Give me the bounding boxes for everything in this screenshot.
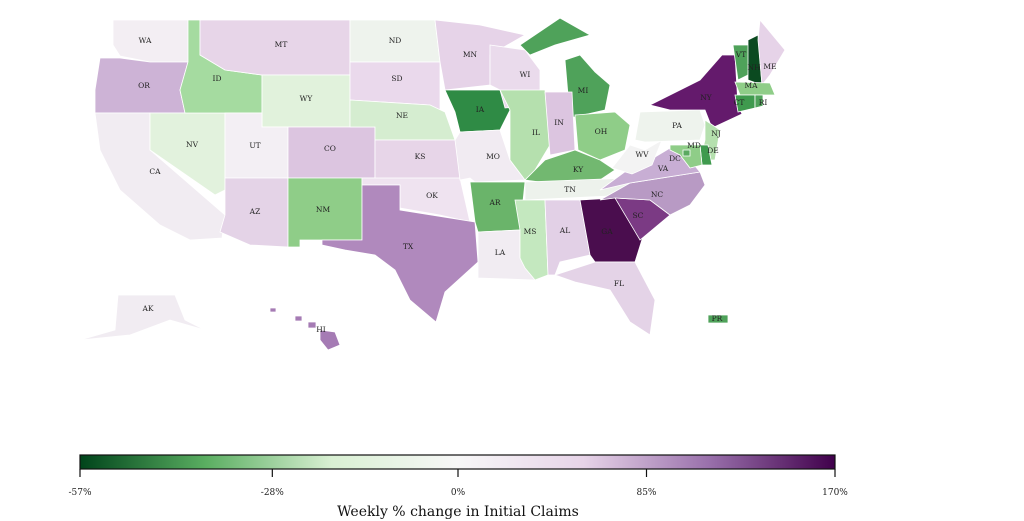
state-az[interactable]	[219, 177, 289, 248]
state-ri[interactable]	[754, 94, 764, 109]
state-shape[interactable]	[287, 177, 363, 248]
state-shape[interactable]	[553, 261, 656, 336]
state-shape[interactable]	[754, 94, 764, 109]
state-shape[interactable]	[261, 74, 351, 128]
state-shape[interactable]	[112, 19, 189, 63]
colorbar-tick-label: 85%	[636, 488, 656, 498]
state-ia[interactable]	[444, 89, 511, 133]
legend-title: Weekly % change in Initial Claims	[337, 504, 579, 520]
state-shape[interactable]	[269, 307, 277, 313]
state-shape[interactable]	[79, 294, 206, 341]
state-ks[interactable]	[374, 139, 461, 181]
state-pa[interactable]	[634, 109, 706, 143]
state-hi[interactable]	[269, 307, 341, 351]
state-shape[interactable]	[669, 144, 703, 169]
state-wy[interactable]	[261, 74, 351, 128]
state-md[interactable]	[669, 144, 703, 169]
state-shape[interactable]	[94, 57, 189, 114]
state-co[interactable]	[287, 126, 376, 179]
state-shape[interactable]	[444, 89, 511, 133]
state-shape[interactable]	[634, 109, 706, 143]
colorbar-tick-label: -28%	[261, 488, 284, 498]
state-mt[interactable]	[199, 19, 351, 76]
state-shape[interactable]	[544, 91, 576, 156]
state-pr[interactable]	[707, 314, 729, 324]
state-me[interactable]	[757, 19, 786, 87]
state-shape[interactable]	[199, 19, 351, 76]
state-shape[interactable]	[294, 315, 303, 322]
state-shape[interactable]	[682, 149, 691, 157]
state-shape[interactable]	[374, 139, 461, 181]
state-shape[interactable]	[519, 17, 592, 56]
state-shape[interactable]	[287, 126, 376, 179]
state-tx[interactable]	[321, 184, 479, 323]
state-shape[interactable]	[734, 94, 756, 113]
colorbar-tick-label: 0%	[451, 488, 466, 498]
state-shape[interactable]	[707, 314, 729, 324]
state-shape[interactable]	[757, 19, 786, 87]
state-shape[interactable]	[219, 177, 289, 248]
state-shape[interactable]	[307, 321, 317, 329]
state-nm[interactable]	[287, 177, 363, 248]
colorbar-tick-label: 170%	[822, 488, 848, 498]
state-shape[interactable]	[319, 329, 341, 351]
colorbar-legend: -57% -28% 0% 85% 170% Weekly % change in Ini…	[68, 454, 848, 520]
state-oh[interactable]	[574, 111, 631, 161]
colorbar	[79, 454, 836, 470]
state-ak[interactable]	[79, 294, 206, 341]
states-layer	[79, 17, 786, 351]
state-or[interactable]	[94, 57, 189, 114]
state-shape[interactable]	[574, 111, 631, 161]
state-in[interactable]	[544, 91, 576, 156]
state-mi[interactable]	[519, 17, 611, 119]
state-dc[interactable]	[682, 149, 691, 157]
state-ct[interactable]	[734, 94, 756, 113]
colorbar-tick-label: -57%	[68, 488, 91, 498]
state-fl[interactable]	[553, 261, 656, 336]
state-shape[interactable]	[321, 184, 479, 323]
state-shape[interactable]	[734, 81, 776, 96]
state-ma[interactable]	[734, 81, 776, 96]
state-shape[interactable]	[349, 19, 441, 63]
state-nd[interactable]	[349, 19, 441, 63]
state-wa[interactable]	[112, 19, 189, 63]
